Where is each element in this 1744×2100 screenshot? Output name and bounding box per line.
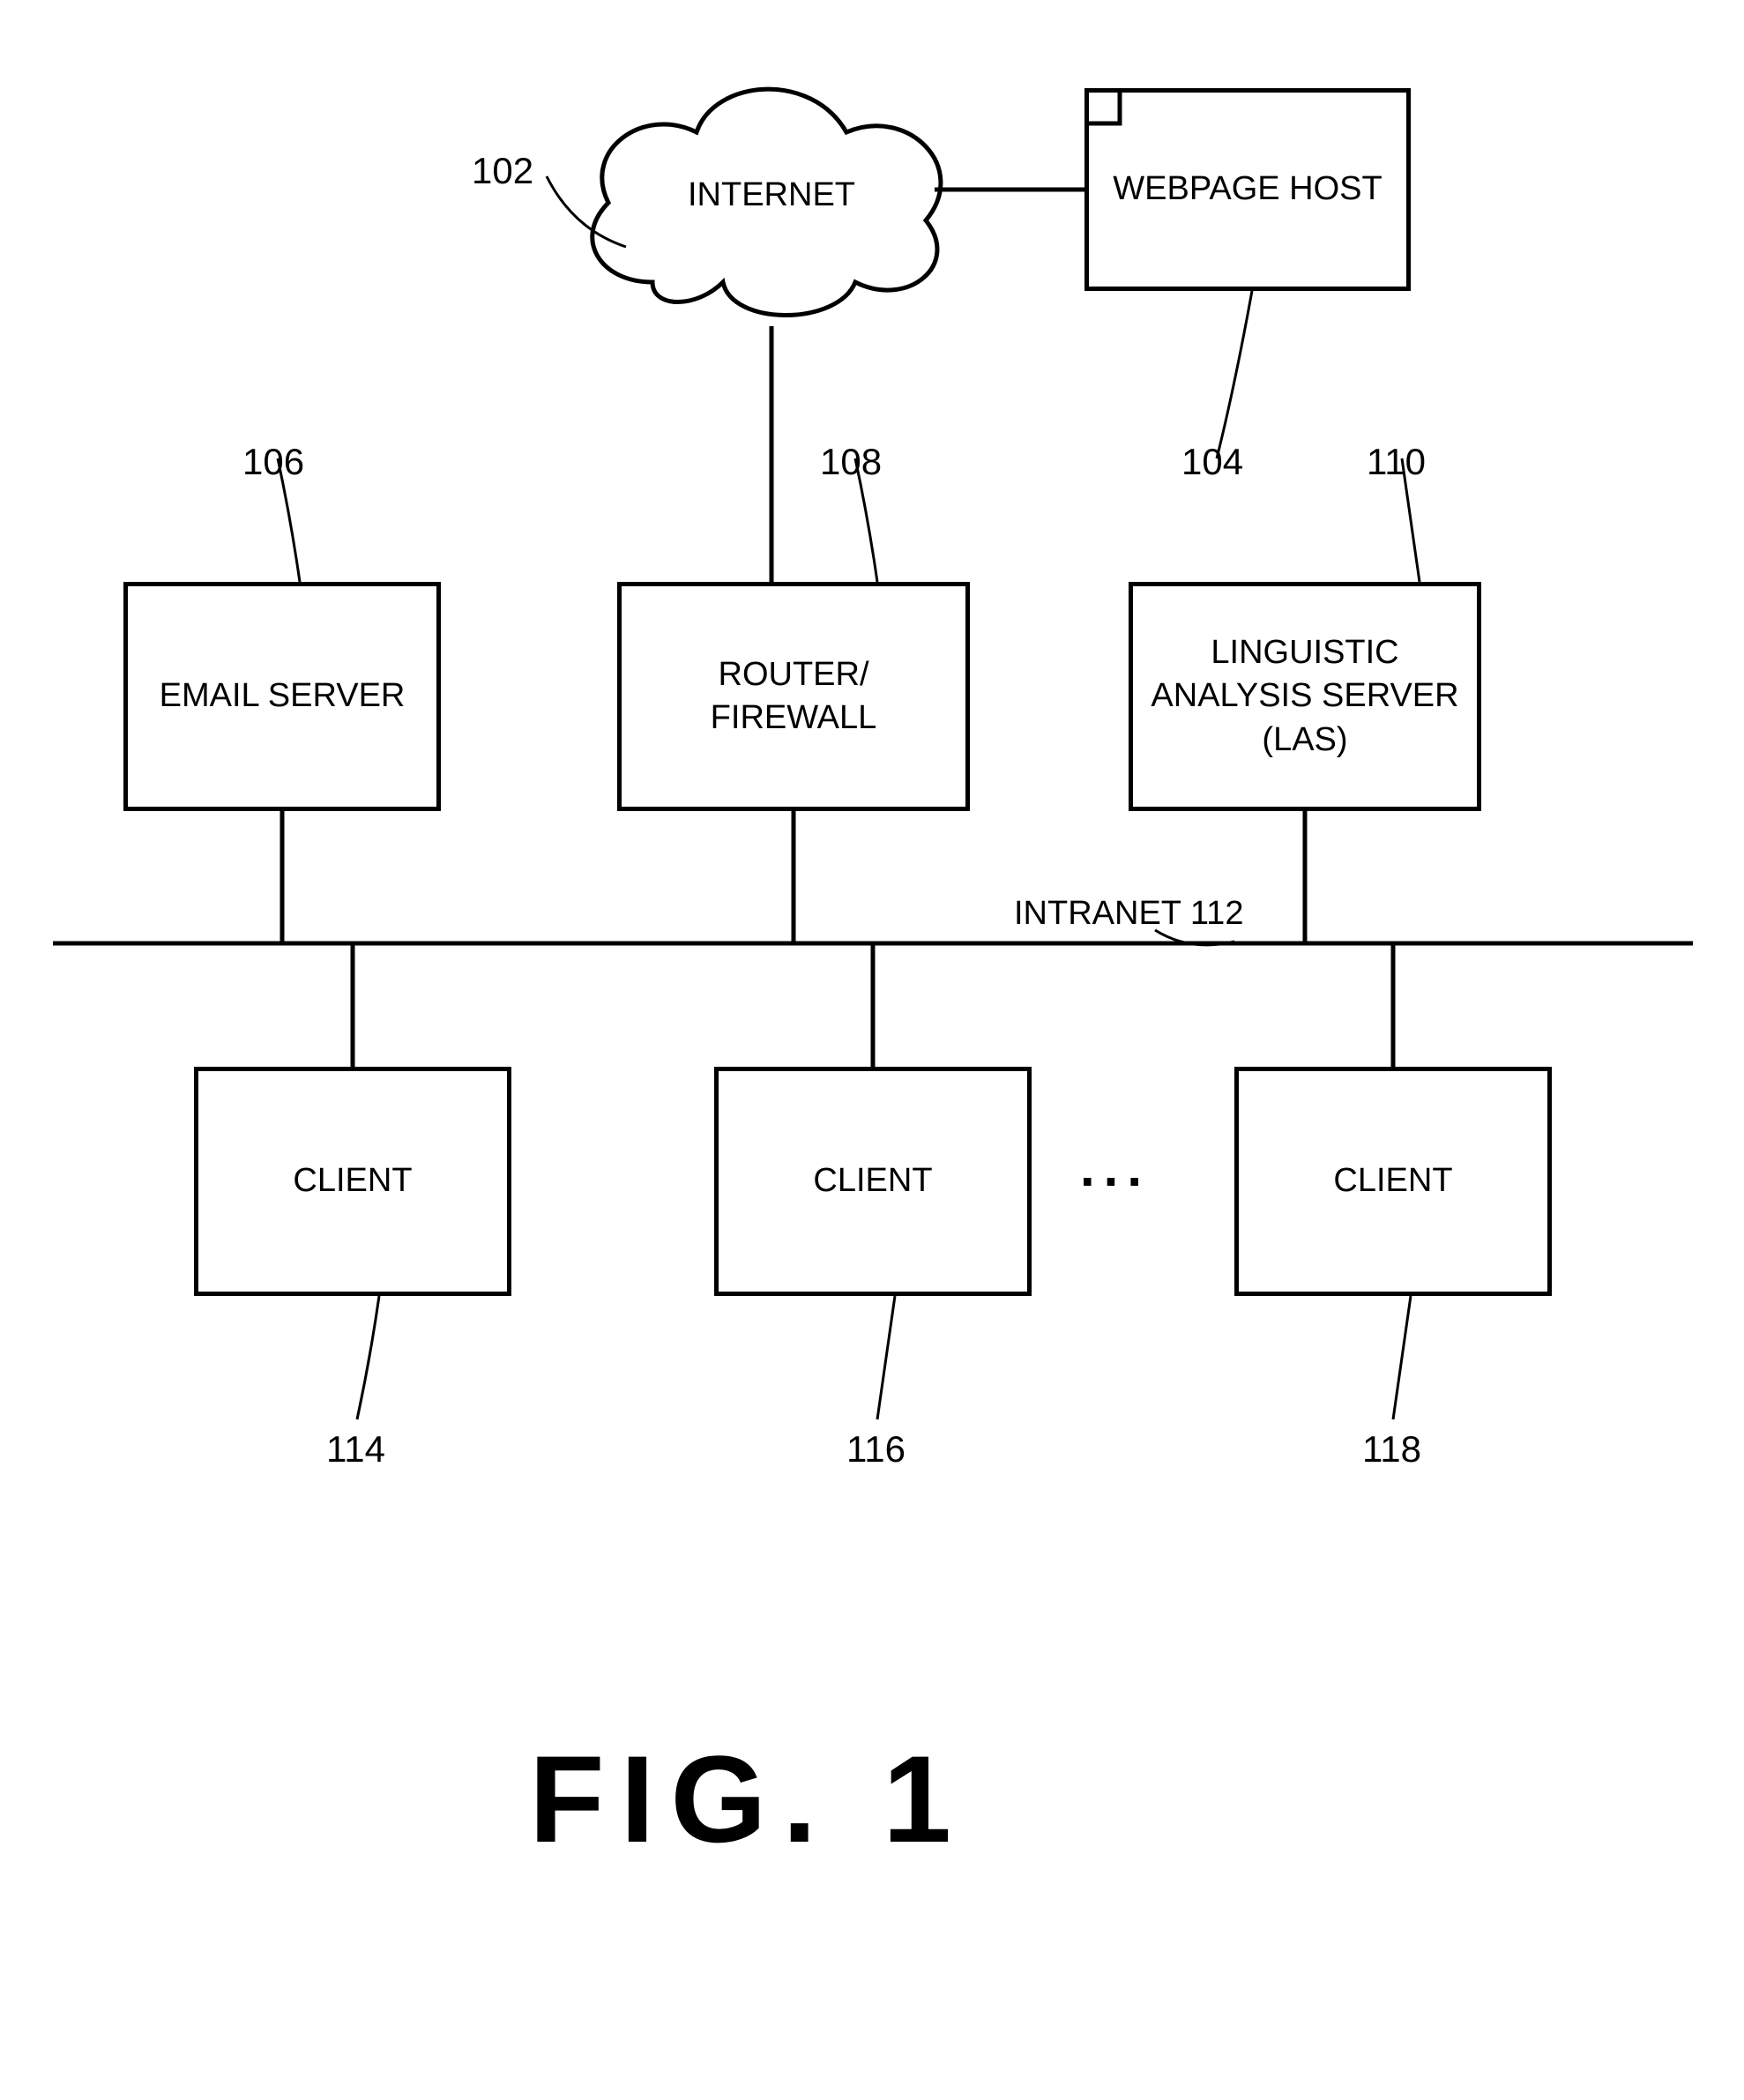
webpage-host-label: WEBPAGE HOST [1113,168,1382,211]
email-server-box: EMAIL SERVER [123,582,441,811]
webpage-host-notch [1084,88,1129,132]
router-label: ROUTER/ FIREWALL [630,653,957,741]
ref-110: 110 [1367,441,1426,483]
las-box: LINGUISTIC ANALYSIS SERVER (LAS) [1129,582,1481,811]
ref-106: 106 [242,441,304,483]
clients-ellipsis: ... [1080,1137,1151,1198]
email-server-label: EMAIL SERVER [160,674,406,718]
ref-108: 108 [820,441,882,483]
client3-box: CLIENT [1234,1067,1552,1296]
ref-114: 114 [326,1428,385,1471]
ref-118: 118 [1362,1428,1421,1471]
client2-box: CLIENT [714,1067,1032,1296]
router-box: ROUTER/ FIREWALL [617,582,970,811]
intranet-label: INTRANET 112 [1014,895,1243,933]
client3-label: CLIENT [1333,1159,1452,1203]
webpage-host-box: WEBPAGE HOST [1084,88,1411,291]
client1-label: CLIENT [293,1159,412,1203]
internet-label: INTERNET [608,176,935,214]
client2-label: CLIENT [813,1159,932,1203]
figure-title: FIG. 1 [529,1728,967,1871]
ref-104: 104 [1181,441,1243,483]
las-label: LINGUISTIC ANALYSIS SERVER (LAS) [1142,631,1468,762]
client1-box: CLIENT [194,1067,511,1296]
ref-102: 102 [472,150,533,192]
ref-116: 116 [846,1428,906,1471]
